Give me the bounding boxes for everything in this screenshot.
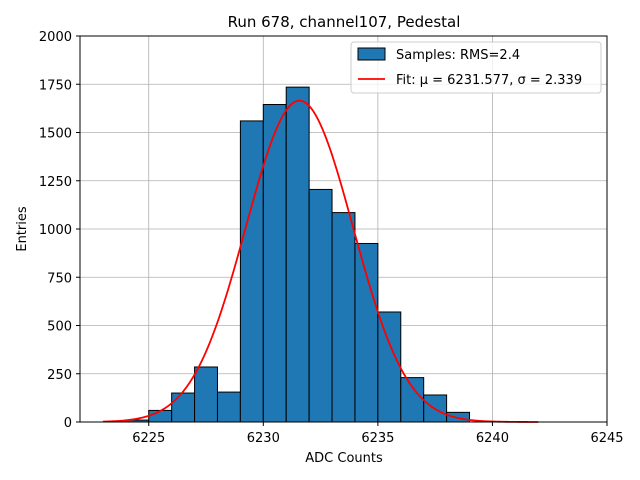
x-tick-label: 6230 [247, 431, 280, 446]
y-tick-label: 1750 [39, 78, 72, 93]
fit-curve-layer [102, 99, 539, 423]
legend-box [350, 41, 602, 94]
histogram-bars [125, 86, 471, 423]
histogram-bar [308, 188, 333, 423]
x-axis-ticks: 6225 6230 6235 6240 6245 [132, 422, 624, 446]
y-tick-label: 0 [64, 416, 72, 431]
histogram-bar [194, 366, 218, 423]
legend: Samples: RMS=2.4 Fit: μ = 6231.577, σ = … [350, 41, 602, 94]
histogram-bar [148, 409, 173, 423]
y-tick-label: 250 [47, 368, 72, 383]
x-axis-title: ADC Counts [305, 451, 383, 466]
histogram-bar [354, 242, 379, 423]
y-axis-ticks: 0 250 500 750 1000 1250 1500 1750 2000 [39, 30, 80, 431]
histogram-bar [331, 212, 356, 423]
histogram-bar [239, 120, 264, 423]
legend-label-fit: Fit: μ = 6231.577, σ = 2.339 [396, 73, 582, 88]
histogram-bar [377, 311, 402, 423]
x-tick-label: 6235 [361, 431, 394, 446]
histogram-bar [285, 86, 310, 423]
x-tick-label: 6245 [590, 431, 623, 446]
y-tick-label: 1000 [39, 223, 72, 238]
y-tick-label: 500 [47, 320, 72, 335]
histogram-bar [400, 377, 425, 423]
histogram-bar [262, 104, 287, 423]
y-tick-label: 1250 [39, 175, 72, 190]
y-tick-label: 750 [47, 271, 72, 286]
y-axis-title: Entries [15, 206, 30, 252]
chart-title: Run 678, channel107, Pedestal [228, 13, 461, 31]
y-tick-label: 1500 [39, 127, 72, 142]
x-tick-label: 6225 [132, 431, 165, 446]
legend-label-samples: Samples: RMS=2.4 [396, 48, 520, 63]
fit-curve [102, 99, 539, 423]
y-tick-label: 2000 [39, 30, 72, 45]
legend-swatch-samples [357, 47, 386, 61]
histogram-bar [171, 392, 196, 423]
x-tick-label: 6240 [476, 431, 509, 446]
histogram-bar [216, 391, 241, 423]
